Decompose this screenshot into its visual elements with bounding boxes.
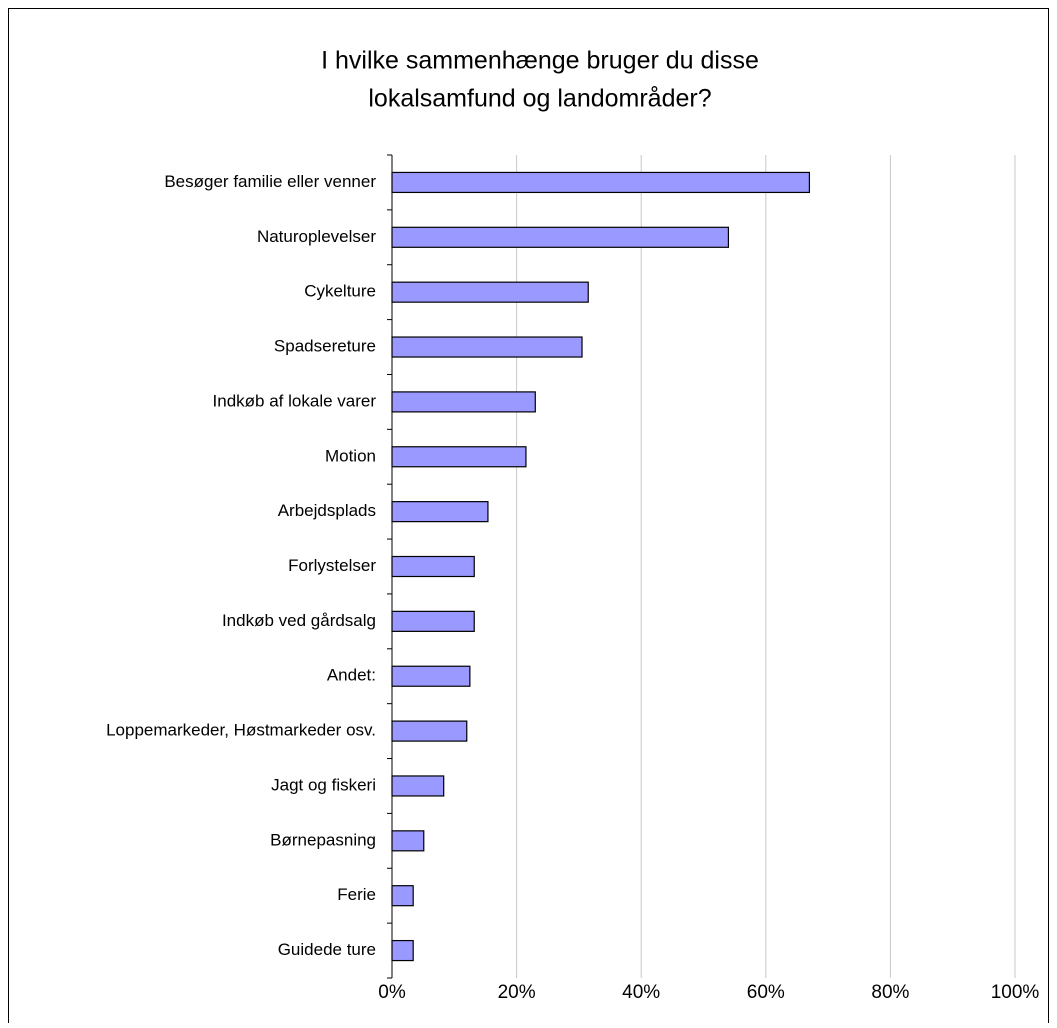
- x-tick-label: 40%: [622, 982, 660, 1003]
- x-tick-label: 20%: [498, 982, 536, 1003]
- chart-title: I hvilke sammenhænge bruger du disse: [321, 47, 759, 75]
- y-tick-label: Loppemarkeder, Høstmarkeder osv.: [106, 721, 376, 740]
- y-tick-label: Ferie: [337, 885, 376, 904]
- x-tick-label: 0%: [378, 982, 406, 1003]
- bar: [391, 885, 414, 907]
- y-tick-label: Andet:: [327, 666, 376, 685]
- y-tick-label: Børnepasning: [270, 830, 376, 849]
- bar: [391, 501, 489, 523]
- bar: [391, 555, 475, 578]
- bar: [391, 610, 475, 632]
- bar: [391, 226, 730, 248]
- y-tick-label: Cykelture: [304, 282, 376, 301]
- bar: [391, 336, 583, 358]
- bar: [391, 830, 425, 852]
- bar: [391, 720, 468, 742]
- bar: [391, 775, 445, 797]
- y-tick-label: Arbejdsplads: [278, 501, 376, 520]
- bar: [391, 665, 471, 687]
- x-tick-label: 80%: [871, 982, 909, 1003]
- y-tick-label: Naturoplevelser: [257, 227, 376, 246]
- x-tick-label: 60%: [747, 982, 785, 1003]
- y-tick-label: Spadsereture: [274, 337, 376, 356]
- bar: [391, 939, 414, 962]
- bar: [391, 281, 589, 303]
- y-tick-label: Jagt og fiskeri: [271, 775, 376, 794]
- bar: [391, 446, 527, 468]
- y-tick-label: Forlystelser: [288, 556, 376, 575]
- y-tick-label: Motion: [325, 446, 376, 465]
- x-tick-label: 100%: [991, 982, 1040, 1003]
- y-tick-label: Besøger familie eller venner: [164, 172, 376, 191]
- y-tick-label: Guidede ture: [278, 940, 376, 959]
- y-tick-label: Indkøb af lokale varer: [213, 391, 377, 410]
- y-tick-label: Indkøb ved gårdsalg: [222, 611, 376, 630]
- bar: [391, 171, 811, 194]
- chart-title: lokalsamfund og landområder?: [368, 85, 711, 113]
- chart-border: [8, 8, 1049, 1028]
- bar: [391, 391, 536, 413]
